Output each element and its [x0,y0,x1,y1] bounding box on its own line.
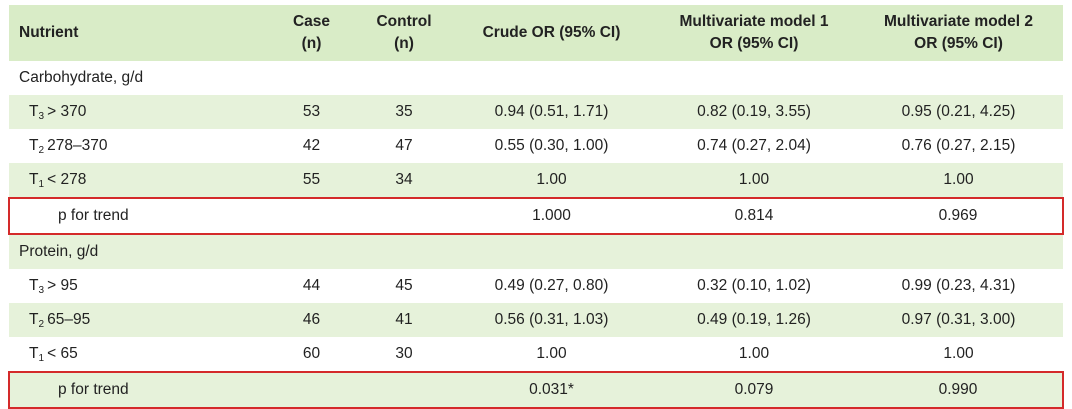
label-main: T [29,170,39,188]
cell: 30 [395,345,413,362]
cell: 35 [359,95,449,129]
data-row: T2 278–370 42 47 0.55 (0.30, 1.00) 0.74 (0.2… [9,129,1063,163]
label-text: 278–370 [47,136,108,154]
header-cell: Crude OR (95% CI) [449,5,654,61]
label-text: p for trend [58,207,129,224]
header-text: Crude OR (95% CI) [482,24,621,41]
header-text: Case [292,13,331,30]
label-text: > 370 [47,102,87,120]
section-title: Protein, g/d [9,234,1063,269]
header-text: Multivariate model 2 [883,13,1033,30]
row-label: T3 > 95 [9,269,264,303]
cell: 0.99 (0.23, 4.31) [901,277,1016,294]
header-text: (n) [394,35,414,52]
cell: 0.76 (0.27, 2.15) [901,137,1016,154]
cell: 1.00 [738,345,770,362]
cell: 0.97 (0.31, 3.00) [854,303,1063,337]
cell: 0.56 (0.31, 1.03) [449,303,654,337]
cell: 0.95 (0.21, 4.25) [854,95,1063,129]
cell: 46 [264,303,359,337]
row-label: T2 65–95 [9,303,264,337]
label-main: T [29,276,39,294]
cell: 0.49 (0.19, 1.26) [654,303,854,337]
section-row: Protein, g/d [9,234,1063,269]
row-label: T3 > 370 [9,95,264,129]
table-body: Carbohydrate, g/d T3 > 370 53 35 0.94 (0.51,… [8,61,1064,409]
header-text: (n) [301,35,322,52]
cell: 0.55 (0.30, 1.00) [494,137,609,154]
cell: 47 [395,137,413,154]
label-sub: 1 [38,178,45,190]
cell: 0.969 [854,197,1064,235]
cell: 1.00 [536,345,567,362]
cell: 0.82 (0.19, 3.55) [654,95,854,129]
cell: 0.814 [654,197,854,235]
label-text: 65–95 [47,310,91,328]
cell: 41 [359,303,449,337]
label-text: > 95 [47,276,78,294]
table-container: Nutrient Case (n) Control (n) Crude OR (95% C… [8,5,1064,409]
label-sub: 3 [38,284,45,296]
cell: 1.000 [449,197,654,235]
cell: 0.94 (0.51, 1.71) [449,95,654,129]
header-text: OR (95% CI) [709,35,799,52]
header-row: Nutrient Case (n) Control (n) Crude OR (95% C… [9,5,1063,61]
header-cell: Multivariate model 2 OR (95% CI) [854,5,1063,61]
label-text: < 65 [47,344,78,362]
header-text: OR (95% CI) [914,35,1003,52]
cell: 53 [264,95,359,129]
label-text: < 278 [47,170,87,188]
header-cell: Nutrient [9,5,264,61]
label-sub: 3 [38,110,45,122]
header-cell: Control (n) [359,5,449,61]
section-title: Carbohydrate, g/d [19,69,144,86]
label-sub: 1 [38,352,45,364]
cell: 1.00 [943,345,974,362]
header-text: Nutrient [19,24,79,41]
cell: 42 [302,137,321,154]
data-row: p for trend 1.000 0.814 0.969 [8,197,1064,235]
cell: 1.00 [654,163,854,198]
cell: 45 [395,277,413,294]
cell: 1.00 [449,163,654,198]
row-label: T1 < 65 [9,337,264,372]
data-row: T1 < 278 55 34 1.00 1.00 1.00 [9,163,1063,198]
table: Nutrient Case (n) Control (n) Crude OR (95% C… [8,5,1064,409]
empty-cell [264,197,359,235]
row-label: T1 < 278 [9,163,264,198]
label-sub: 2 [38,144,45,156]
empty-cell [359,197,449,235]
data-row: T3 > 370 53 35 0.94 (0.51, 1.71) 0.82 (0.19,… [9,95,1063,129]
label-sub: 2 [38,318,45,330]
cell: 34 [359,163,449,198]
row-label: T2 278–370 [9,129,264,163]
cell: 44 [302,277,321,294]
cell: 1.00 [854,163,1063,198]
label-main: T [29,310,39,328]
data-row: T3 > 95 44 45 0.49 (0.27, 0.80) 0.32 (0.10, … [9,269,1063,303]
data-row: T1 < 65 60 30 1.00 1.00 1.00 [9,337,1063,372]
label-main: T [29,136,39,154]
section-row: Carbohydrate, g/d [9,61,1063,95]
label-main: T [29,102,39,120]
cell: 60 [302,345,321,362]
data-row: T2 65–95 46 41 0.56 (0.31, 1.03) 0.49 (0.19,… [9,303,1063,337]
cell: 0.49 (0.27, 0.80) [494,277,609,294]
header-text: Control [376,13,432,30]
label-main: T [29,344,39,362]
header-cell: Multivariate model 1 OR (95% CI) [654,5,854,61]
cell: 0.32 (0.10, 1.02) [697,277,811,294]
header-cell: Case (n) [264,5,359,61]
cell: 55 [264,163,359,198]
row-label: p for trend [8,197,264,235]
header-text: Multivariate model 1 [679,13,829,30]
label-text: p for trend [58,381,129,398]
cell: 0.74 (0.27, 2.04) [697,137,811,154]
